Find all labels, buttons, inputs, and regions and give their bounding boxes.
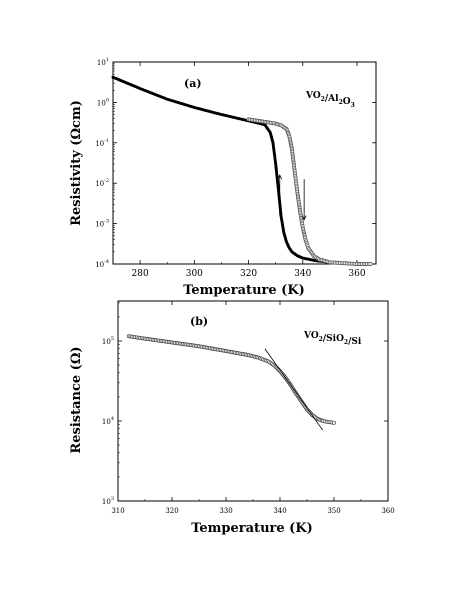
y-tick-label: 101: [97, 57, 109, 67]
heating-arrowhead: [301, 215, 307, 221]
sample-label-a: VO2/Al2O3: [305, 91, 355, 109]
chart-panel-a: 280 300 320 340 360 10-4 10-3 10-2 10-1 100 101 (…: [69, 57, 377, 298]
panel-label-b: (b): [190, 315, 208, 328]
x-axis-title-b: Temperature (K): [191, 521, 313, 536]
arrows-a: [277, 174, 307, 221]
x-tick-label: 310: [111, 507, 124, 515]
chart-panel-b: 310 320 330 340 350 360 103 104 105 (b) VO2/SiO…: [69, 300, 395, 536]
series-a: [111, 75, 373, 266]
x-tick-label: 350: [327, 507, 340, 515]
cooling-arrowhead: [277, 174, 283, 180]
y-axis-title-b: Resistance (Ω): [69, 346, 84, 453]
data-point: [332, 420, 336, 425]
x-ticks-a: 280 300 320 340 360: [112, 62, 366, 279]
y-tick-label: 104: [102, 416, 114, 426]
x-tick-label: 360: [348, 269, 365, 279]
x-tick-label: 360: [381, 507, 394, 515]
sample-label-b: VO2/SiO2/Si: [303, 331, 362, 347]
x-tick-label: 340: [273, 507, 286, 515]
series-b: [126, 334, 336, 431]
x-tick-label: 330: [219, 507, 232, 515]
x-axis-title-a: Temperature (K): [183, 283, 305, 298]
y-tick-label: 10-4: [95, 259, 109, 269]
y-axis-title-a: Resistivity (Ωcm): [69, 100, 84, 226]
y-ticks-b: 103 104 105: [102, 302, 388, 506]
y-tick-label: 10-3: [95, 219, 109, 229]
x-tick-label: 300: [186, 269, 203, 279]
x-tick-label: 320: [165, 507, 178, 515]
plot-frame-b: [117, 300, 389, 502]
x-tick-label: 320: [240, 269, 257, 279]
x-tick-label: 340: [294, 269, 311, 279]
y-tick-label: 105: [102, 336, 114, 346]
panel-label-a: (a): [184, 77, 202, 90]
x-tick-label: 280: [132, 269, 149, 279]
y-tick-label: 103: [102, 496, 114, 506]
data-point: [368, 262, 373, 266]
fit-line: [264, 348, 323, 431]
y-tick-label: 100: [97, 97, 109, 107]
x-ticks-b: 310 320 330 340 350 360: [111, 301, 395, 515]
y-tick-label: 10-1: [95, 138, 109, 148]
y-tick-label: 10-2: [95, 178, 109, 188]
y-ticks-a: 10-4 10-3 10-2 10-1 100 101: [95, 57, 376, 269]
plot-frame-a: [112, 61, 377, 265]
